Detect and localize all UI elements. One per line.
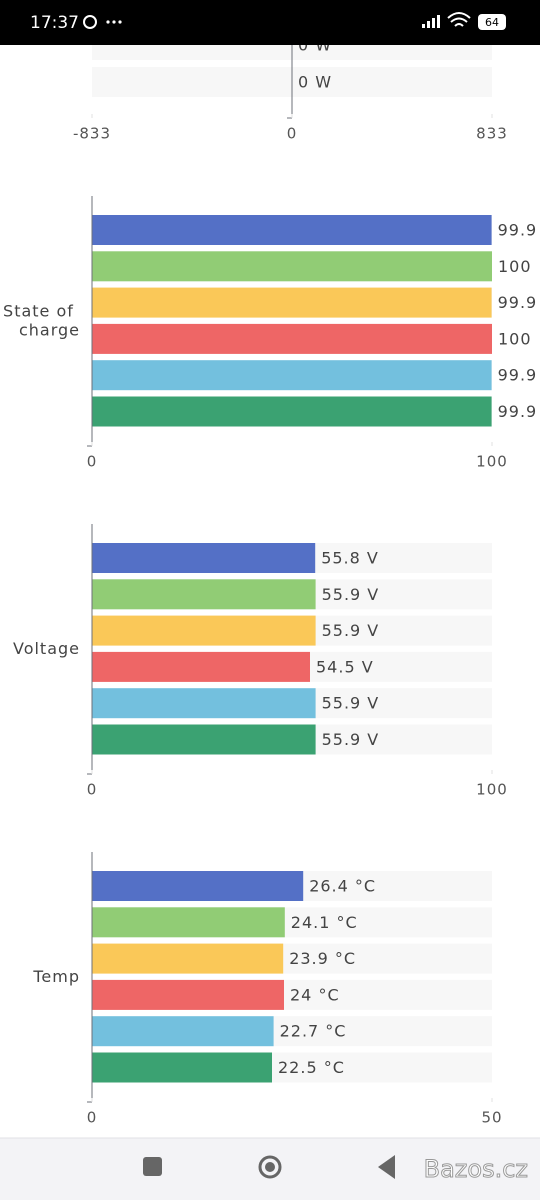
home-dot: [265, 1162, 275, 1172]
y-axis-label: Temp: [32, 967, 80, 986]
watermark: Bazos.cz: [424, 1155, 528, 1183]
value-label: 55.9 V: [322, 621, 380, 640]
value-label: 99.9: [498, 366, 538, 385]
home-button[interactable]: [258, 1155, 282, 1179]
value-label: 23.9 °C: [289, 949, 356, 968]
value-label: 22.7 °C: [280, 1022, 347, 1041]
bar: [92, 360, 492, 391]
bar: [92, 1016, 274, 1047]
more-dot: [106, 20, 110, 24]
signal-bar: [432, 18, 435, 28]
bar: [92, 615, 316, 646]
value-label: 99.9: [498, 221, 538, 240]
more-dot: [118, 20, 122, 24]
x-tick-label: 0: [87, 1109, 98, 1127]
bar: [92, 396, 492, 427]
value-label: 54.5 V: [316, 657, 374, 676]
value-label: 100: [498, 329, 532, 348]
value-label: 100: [498, 257, 532, 276]
bar: [92, 651, 310, 682]
bar: [92, 543, 316, 573]
value-label: 24.1 °C: [291, 913, 358, 932]
signal-bar: [422, 24, 425, 28]
back-button[interactable]: [378, 1155, 395, 1179]
value-label: 55.9 V: [322, 730, 380, 749]
bar: [92, 215, 492, 245]
recents-button[interactable]: [143, 1157, 162, 1176]
wifi-icon: [447, 12, 471, 27]
x-tick-label: 833: [476, 125, 508, 143]
bar: [92, 323, 492, 354]
value-label: 22.5 °C: [278, 1058, 345, 1077]
more-dot: [112, 20, 116, 24]
signal-bar: [427, 21, 430, 28]
x-tick-label: 0: [287, 125, 298, 143]
bar: [92, 688, 316, 719]
bar: [92, 579, 316, 610]
value-label: 55.9 V: [322, 585, 380, 604]
bar: [92, 724, 316, 755]
bar: [92, 907, 285, 938]
bar: [92, 871, 304, 901]
bar: [92, 979, 284, 1010]
x-tick-label: 50: [481, 1109, 502, 1127]
status-bar: [0, 0, 540, 45]
x-tick-label: -833: [73, 125, 111, 143]
bar: [92, 251, 492, 282]
value-label: 99.9: [498, 402, 538, 421]
signal-bar: [437, 15, 440, 28]
bar: [92, 1052, 272, 1083]
value-label: 0 W: [298, 73, 332, 92]
battery-level: 64: [485, 16, 499, 29]
bar: [92, 287, 492, 318]
value-label: 55.8 V: [321, 549, 379, 568]
value-label: 55.9 V: [322, 694, 380, 713]
x-tick-label: 0: [87, 781, 98, 799]
x-tick-label: 0: [87, 453, 98, 471]
x-tick-label: 100: [476, 781, 508, 799]
value-label: 26.4 °C: [309, 877, 376, 896]
battery: [478, 14, 506, 30]
value-label: 99.9: [498, 293, 538, 312]
bar: [92, 943, 284, 974]
status-time: 17:37: [30, 13, 79, 33]
y-axis-label: State of charge: [3, 301, 80, 339]
value-label: 24 °C: [290, 985, 340, 1004]
chrome-icon: [83, 15, 97, 29]
x-tick-label: 100: [476, 453, 508, 471]
y-axis-label: Voltage: [13, 639, 80, 658]
